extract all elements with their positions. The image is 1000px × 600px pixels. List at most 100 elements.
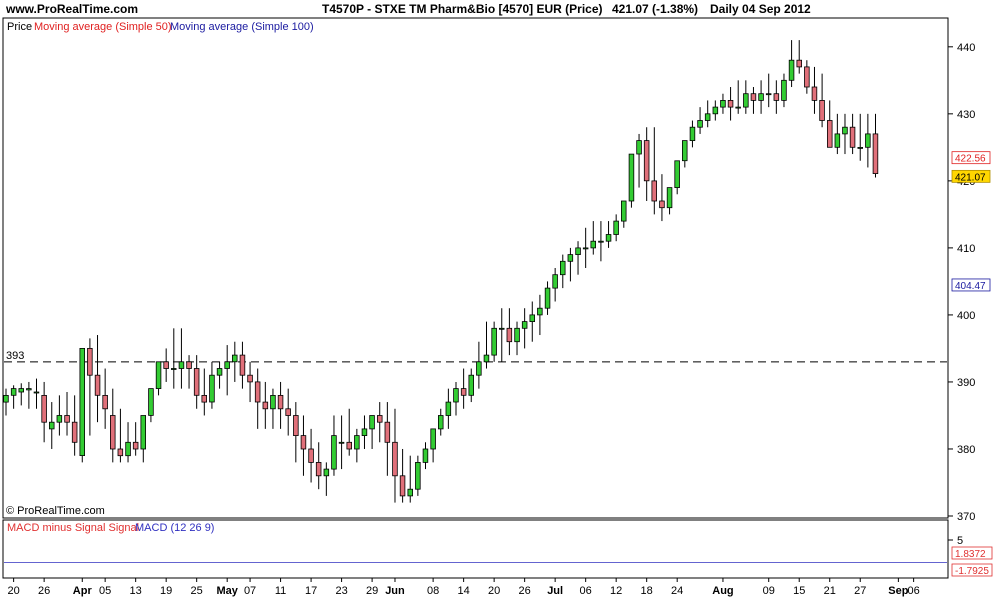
candle[interactable] [201,368,207,416]
candle[interactable] [491,321,497,362]
candle[interactable] [521,308,528,349]
candle[interactable] [628,153,635,208]
candle[interactable] [300,415,307,476]
candle[interactable] [483,321,490,369]
price-panel[interactable] [2,17,949,519]
candle[interactable] [697,107,703,134]
candle[interactable] [33,378,40,409]
candle[interactable] [346,408,352,456]
candle[interactable] [430,428,436,463]
candle[interactable] [437,408,444,436]
candle[interactable] [834,113,841,155]
candle[interactable] [277,381,284,429]
candle[interactable] [819,73,825,128]
candle[interactable] [224,345,230,396]
candle[interactable] [26,381,32,409]
candle[interactable] [857,113,864,161]
candle[interactable] [3,388,9,416]
candle[interactable] [331,415,337,476]
candle[interactable] [621,200,627,228]
candle[interactable] [613,214,619,242]
candle[interactable] [796,40,803,74]
candle[interactable] [231,341,238,382]
candle[interactable] [765,73,772,108]
candle[interactable] [666,187,673,215]
candle[interactable] [842,113,848,155]
candle[interactable] [315,442,322,490]
candle[interactable] [849,113,856,155]
candle[interactable] [338,415,345,470]
candle[interactable] [552,268,558,302]
candle[interactable] [636,133,642,188]
candle[interactable] [18,383,24,406]
candle[interactable] [758,80,764,114]
candle[interactable] [422,442,429,470]
candle[interactable] [323,462,330,496]
candle[interactable] [567,247,574,282]
candle[interactable] [537,294,543,336]
candle[interactable] [460,368,467,409]
candle[interactable] [773,80,780,114]
candle[interactable] [87,338,93,436]
candle[interactable] [148,388,154,423]
candle[interactable] [384,402,391,476]
candle[interactable] [117,408,124,463]
candle[interactable] [216,361,223,389]
candle[interactable] [399,448,406,503]
candle[interactable] [110,388,116,463]
candle[interactable] [712,100,719,121]
candle[interactable] [643,127,650,201]
candle[interactable] [49,402,55,449]
candle[interactable] [590,221,597,255]
candle[interactable] [872,113,879,178]
candle[interactable] [735,80,741,114]
candle[interactable] [41,381,47,443]
candle[interactable] [682,140,688,168]
candle[interactable] [575,241,581,275]
candle[interactable] [178,328,185,389]
candle[interactable] [270,388,276,429]
candle[interactable] [163,348,169,382]
candle[interactable] [514,321,520,356]
candle[interactable] [468,368,474,403]
candle[interactable] [170,328,177,389]
candle[interactable] [689,120,696,148]
candle[interactable] [10,385,17,409]
candle[interactable] [354,428,360,463]
candle[interactable] [308,428,314,483]
candle[interactable] [720,93,726,114]
candle[interactable] [415,455,421,496]
candle[interactable] [659,174,665,222]
candle[interactable] [811,66,818,114]
site-name[interactable]: www.ProRealTime.com [6,2,139,16]
candle[interactable] [407,455,413,503]
candle[interactable] [71,395,78,456]
candle[interactable] [727,87,734,121]
candle[interactable] [94,335,101,423]
candle[interactable] [788,40,795,88]
candle[interactable] [376,402,383,443]
candle[interactable] [193,355,200,409]
candle[interactable] [445,388,452,429]
candle[interactable] [674,160,680,195]
candle[interactable] [56,395,63,436]
candle[interactable] [750,87,757,114]
candle[interactable] [186,355,192,389]
candle[interactable] [560,254,566,289]
candle[interactable] [651,127,658,215]
candle[interactable] [293,402,299,463]
candle[interactable] [254,368,261,429]
candle[interactable] [544,281,551,315]
candle[interactable] [102,368,108,429]
candle[interactable] [598,221,604,262]
candle[interactable] [476,341,482,389]
candle[interactable] [79,347,86,463]
candle[interactable] [827,100,833,148]
candle[interactable] [781,73,787,108]
candle[interactable] [140,415,146,463]
candle[interactable] [506,308,513,356]
candle[interactable] [529,301,536,342]
candle[interactable] [743,80,749,114]
candle[interactable] [453,381,459,416]
candle[interactable] [605,221,612,248]
